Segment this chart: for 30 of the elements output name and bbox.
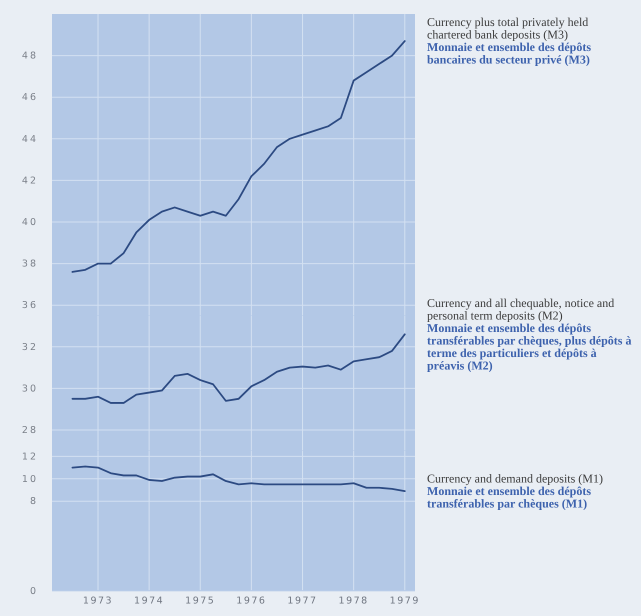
- y-tick-label: 12: [22, 451, 38, 462]
- y-tick-label: 44: [22, 134, 38, 145]
- text: Currency and all chequable, notice and personal term deposits (M2): [427, 296, 614, 322]
- text: Monnaie et ensemble des dépôts transférables par chèques, plus dépôts à terme des particuliers et dépôts à préavis (M2): [427, 320, 632, 372]
- y-tick-label: 8: [30, 496, 38, 508]
- x-tick-label: 1974: [134, 596, 164, 607]
- y-tick-label: 32: [22, 342, 38, 353]
- y-tick-label: 36: [22, 300, 38, 312]
- series-label: Currency plus total privately held chartered bank deposits (M3): [427, 15, 588, 42]
- line-series: [72, 333, 406, 404]
- y-tick-label: 0: [30, 586, 38, 597]
- line-series: [72, 466, 406, 492]
- y-tick-label: 48: [22, 50, 38, 62]
- y-tick-label: 28: [22, 425, 38, 436]
- x-tick-label: 1978: [338, 596, 369, 607]
- series-label: Currency and demand deposits (M1): [427, 471, 603, 486]
- x-tick-label: 1979: [390, 596, 420, 607]
- y-tick-label: 38: [22, 258, 38, 270]
- x-tick-label: 1975: [185, 596, 216, 607]
- y-tick-label: 46: [22, 92, 38, 104]
- x-tick-label: 1976: [236, 596, 266, 607]
- y-tick-label: 30: [22, 383, 38, 394]
- text: Monnaie et ensemble des dépôts transférables par chèques (M1): [427, 484, 592, 510]
- y-tick-label: 10: [22, 474, 38, 485]
- y-tick-label: 42: [22, 175, 38, 186]
- y-tick-label: 40: [22, 217, 38, 228]
- x-tick-label: 1977: [287, 596, 318, 607]
- text: Monnaie et ensemble des dépôts bancaires du secteur privé (M3): [427, 40, 592, 67]
- line-series: [72, 40, 406, 273]
- x-tick-label: 1973: [82, 596, 114, 607]
